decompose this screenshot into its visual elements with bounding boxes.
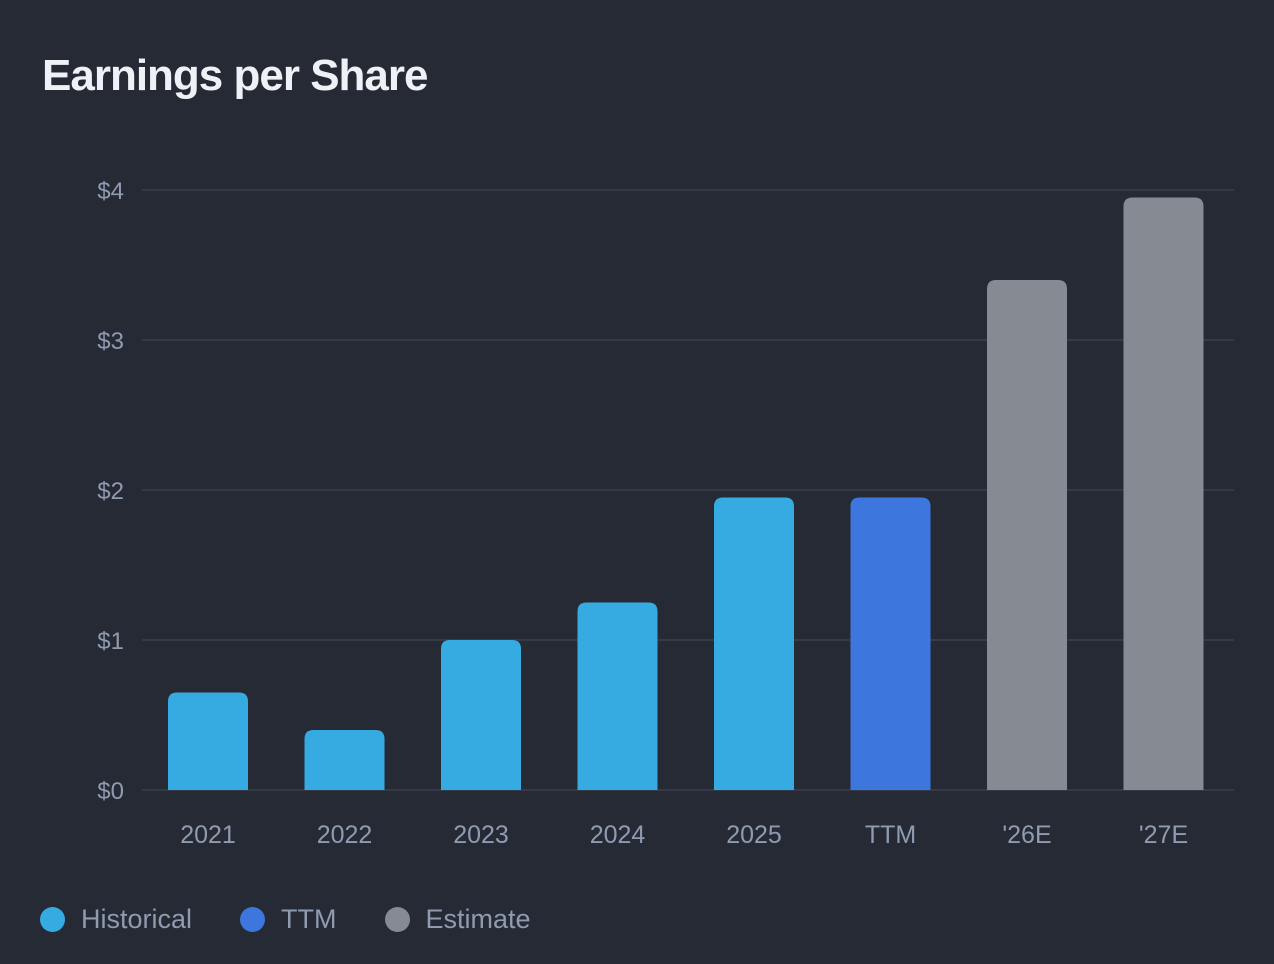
y-tick-label: $1 [97,628,124,655]
x-tick-label: '26E [1002,821,1051,849]
bar-2024 [577,602,658,790]
legend-item-estimate: Estimate [384,903,531,935]
y-tick-label: $2 [97,478,124,505]
legend-label: Estimate [425,903,531,934]
legend-dot-icon [384,906,410,932]
legend-dot-icon [240,906,266,932]
bar-2023 [441,640,521,790]
bar-27e [1123,197,1204,790]
legend-item-historical: Historical [40,904,192,935]
x-tick-label: TTM [865,821,916,849]
legend-label: Historical [81,903,193,934]
x-tick-label: 2025 [726,821,782,849]
x-tick-label: 2022 [317,821,373,849]
bar-2022 [304,730,385,790]
x-tick-layer: 2021 2022 2023 2024 2025 TTM '26E '27E [180,821,1188,849]
bar-layer [168,197,1204,790]
grid-layer [142,189,1234,791]
y-tick-label: $0 [97,778,124,805]
x-tick-label: 2024 [590,821,646,849]
y-tick-layer: $0 $1 $2 $3 $4 [97,178,124,805]
x-tick-label: 2023 [453,821,509,849]
bar-ttm [850,497,931,790]
x-tick-label: 2021 [180,821,236,849]
y-tick-label: $4 [97,178,124,205]
x-tick-label: '27E [1139,821,1188,849]
bar-26e [987,280,1067,790]
chart-title: Earnings per Share [42,51,428,100]
y-tick-label: $3 [97,328,124,355]
bar-2021 [168,692,248,790]
legend-label: TTM [281,903,337,934]
legend-dot-icon [40,906,65,932]
bar-2025 [714,497,794,790]
chart-legend: Historical TTM Estimate [40,900,579,938]
legend-item-ttm: TTM [240,903,337,935]
